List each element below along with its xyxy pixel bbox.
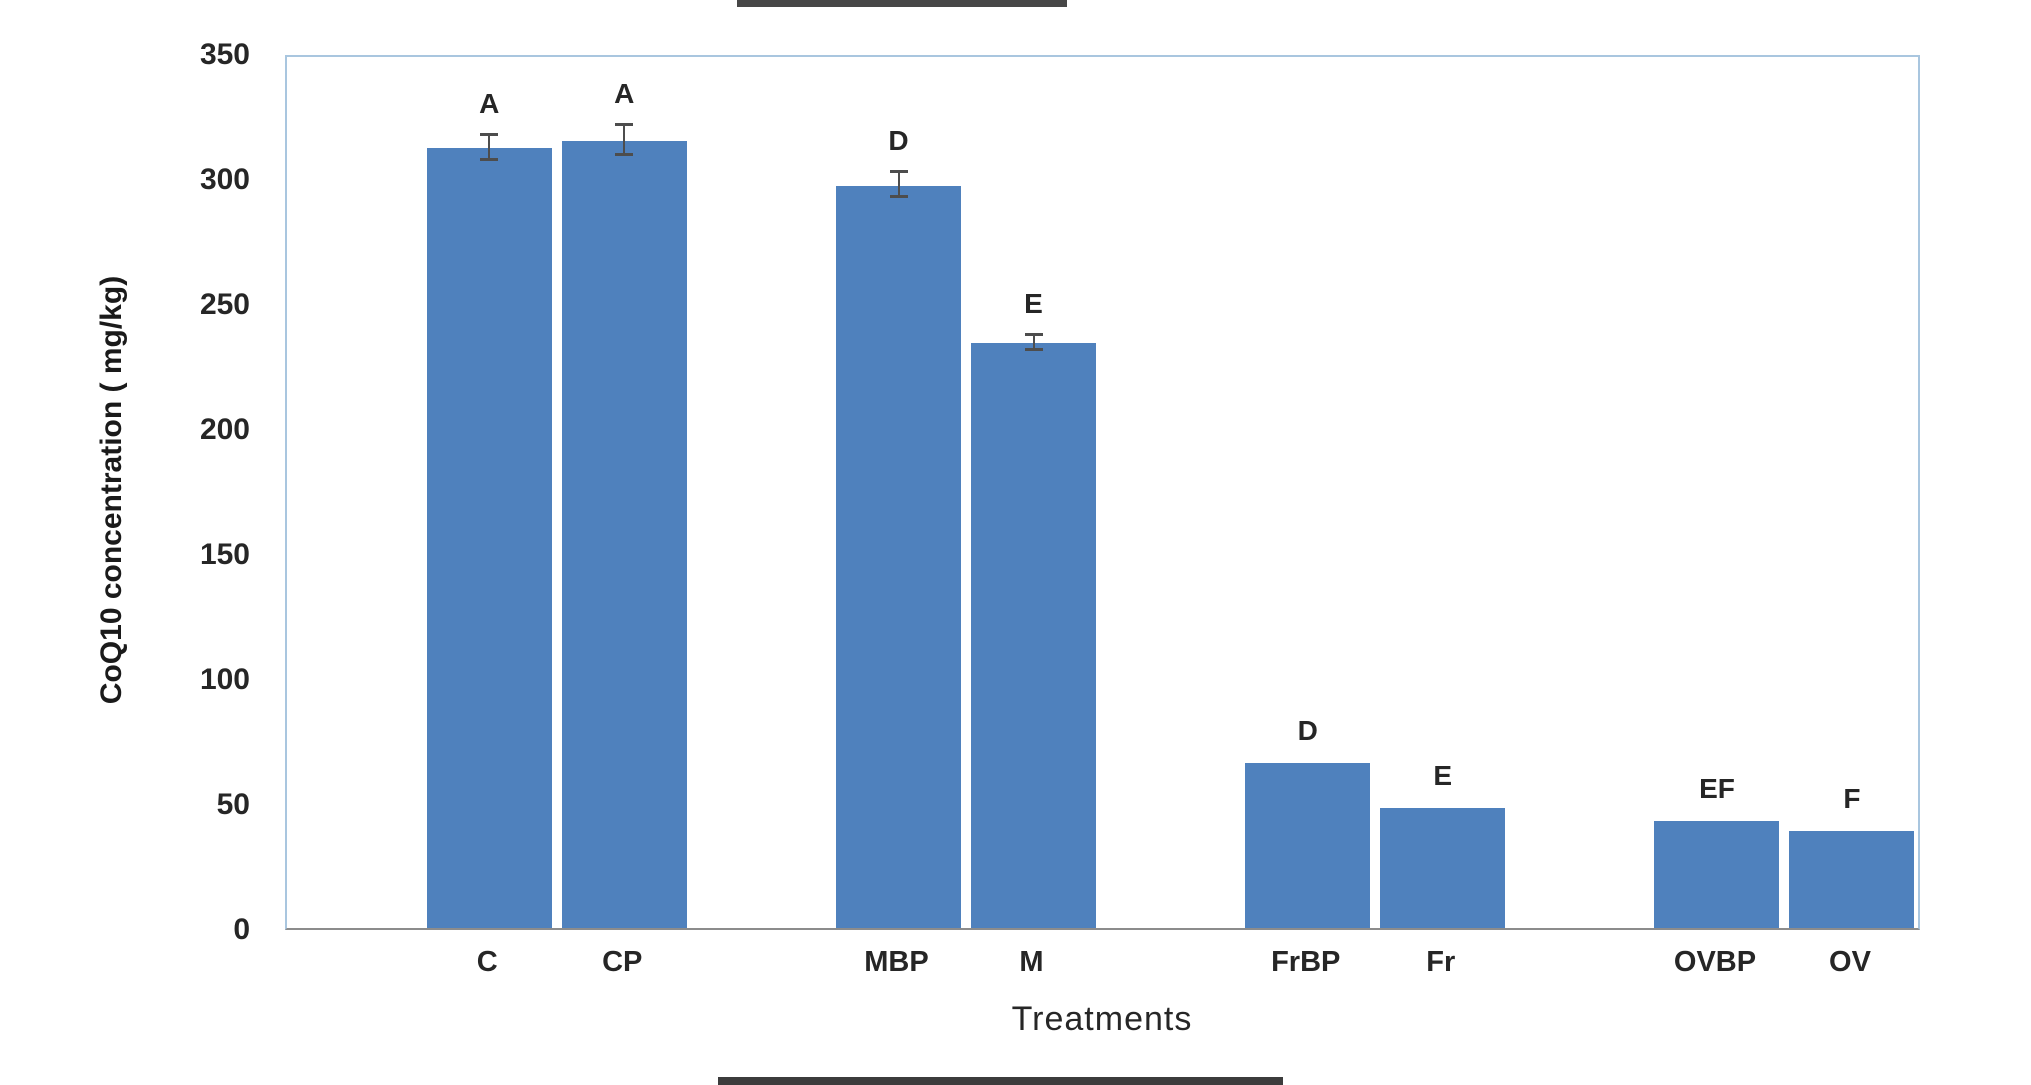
- y-tick-label-300: 300: [199, 163, 250, 196]
- bar-CP: [561, 140, 687, 928]
- y-tick-label-200: 200: [199, 413, 250, 446]
- x-tick-label-C: C: [476, 946, 498, 978]
- y-tick-label-150: 150: [199, 538, 250, 571]
- error-bar-C: [488, 135, 491, 161]
- error-cap-CP-top: [615, 122, 634, 126]
- error-bar-M: [1032, 335, 1035, 351]
- sig-letter-OVBP: EF: [1699, 772, 1735, 804]
- error-cap-MBP-bottom: [889, 195, 908, 198]
- x-axis-title: Treatments: [1011, 1000, 1193, 1038]
- bottom-edge-artifact: [718, 1077, 1283, 1085]
- sig-letter-Fr: E: [1433, 760, 1453, 791]
- x-tick-label-OV: OV: [1829, 946, 1871, 978]
- sig-letter-OV: F: [1843, 782, 1861, 814]
- bar-M: [971, 343, 1096, 928]
- bar-OV: [1789, 830, 1915, 928]
- y-tick-label-50: 50: [216, 788, 250, 821]
- plot-area: A A D E D E EF F: [285, 55, 1920, 930]
- y-axis-title: CoQ10 concentration ( mg/kg): [95, 275, 128, 705]
- error-cap-C-bottom: [480, 157, 499, 161]
- error-bar-CP: [623, 125, 626, 156]
- y-tick-label-100: 100: [199, 663, 250, 696]
- sig-letter-CP: A: [614, 77, 635, 109]
- bar-MBP: [836, 185, 961, 928]
- x-tick-label-OVBP: OVBP: [1673, 946, 1757, 978]
- x-tick-label-MBP: MBP: [864, 946, 929, 978]
- y-tick-label-250: 250: [199, 288, 250, 321]
- sig-letter-FrBP: D: [1297, 715, 1318, 746]
- bar-Fr: [1380, 808, 1506, 928]
- x-tick-label-CP: CP: [602, 946, 643, 978]
- bar-FrBP: [1245, 763, 1371, 928]
- sig-letter-M: E: [1024, 287, 1043, 319]
- error-cap-M-top: [1024, 332, 1043, 336]
- y-tick-label-0: 0: [233, 913, 250, 946]
- error-cap-C-top: [480, 132, 499, 136]
- error-cap-M-bottom: [1024, 347, 1043, 351]
- x-tick-label-Fr: Fr: [1426, 946, 1456, 978]
- bar-C: [426, 148, 552, 928]
- x-tick-label-M: M: [1019, 946, 1044, 978]
- sig-letter-MBP: D: [888, 125, 909, 156]
- top-edge-artifact: [737, 0, 1067, 7]
- error-cap-MBP-top: [889, 170, 908, 173]
- sig-letter-C: A: [479, 87, 500, 119]
- x-tick-label-FrBP: FrBP: [1271, 946, 1341, 978]
- error-cap-CP-bottom: [615, 152, 634, 156]
- error-bar-MBP: [897, 173, 900, 198]
- bar-OVBP: [1654, 820, 1780, 928]
- y-tick-label-350: 350: [199, 38, 250, 71]
